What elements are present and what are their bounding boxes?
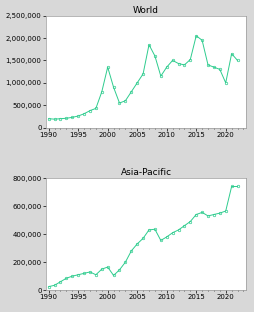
Title: Asia-Pacific: Asia-Pacific	[120, 168, 172, 177]
Title: World: World	[133, 6, 159, 15]
